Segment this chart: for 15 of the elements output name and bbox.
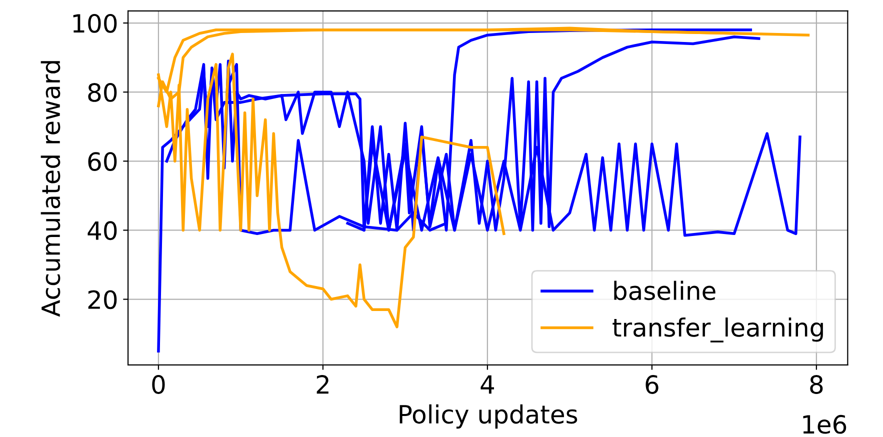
x-tick-label: 0 xyxy=(152,375,165,394)
x-tick-label: 8 xyxy=(810,375,823,394)
x-tick-label: 6 xyxy=(646,375,658,394)
y-axis-title: Accumulated reward xyxy=(40,61,60,317)
x-axis-title: Policy updates xyxy=(400,404,578,429)
y-tick-label: 80 xyxy=(88,83,117,102)
text: 1e6 xyxy=(803,414,846,434)
x-tick-label: 4 xyxy=(480,375,494,394)
y-tick-label: 40 xyxy=(88,221,117,240)
legend-label: baseline xyxy=(614,280,716,300)
x-tick-label: 2 xyxy=(316,375,328,394)
legend-label: transfer_learning xyxy=(612,318,823,342)
y-tick-label: 100 xyxy=(73,14,117,33)
y-tick-label: 60 xyxy=(88,152,117,171)
y-tick-label: 20 xyxy=(88,290,117,310)
